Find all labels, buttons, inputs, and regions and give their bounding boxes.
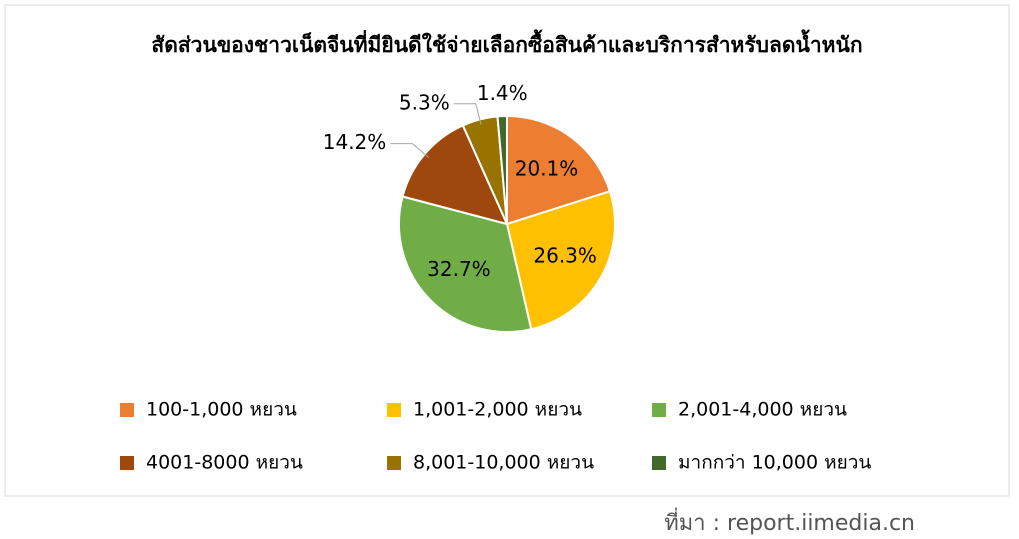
legend-swatch (387, 403, 401, 417)
data-label: 14.2% (323, 130, 387, 154)
legend-label: 2,001-4,000 หยวน (678, 399, 847, 421)
legend-label: 4001-8000 หยวน (146, 452, 303, 474)
pie-slice (398, 195, 533, 333)
legend-swatch (387, 456, 401, 470)
data-label: 32.7% (427, 257, 491, 281)
chart-title: สัดส่วนของชาวเน็ตจีนที่มียินดีใช้จ่ายเลื… (151, 29, 862, 57)
data-label: 20.1% (515, 156, 579, 180)
data-label: 1.4% (477, 81, 528, 105)
pie-slice (505, 190, 616, 331)
legend-label: 100-1,000 หยวน (146, 399, 297, 421)
data-label: 5.3% (399, 90, 450, 114)
legend-swatch (120, 403, 134, 417)
legend-swatch (120, 456, 134, 470)
legend-label: มากกว่า 10,000 หยวน (678, 452, 871, 474)
leader-line (453, 103, 482, 125)
data-label: 26.3% (533, 244, 597, 268)
legend-swatch (652, 456, 666, 470)
source: ที่มา : report.iimedia.cn (664, 507, 915, 536)
pie-slice (496, 114, 508, 225)
legend-label: 1,001-2,000 หยวน (413, 399, 582, 421)
pie-slice (506, 114, 612, 226)
leader-line (390, 143, 430, 158)
legend-label: 8,001-10,000 หยวน (413, 452, 594, 474)
legend-swatch (652, 403, 666, 417)
